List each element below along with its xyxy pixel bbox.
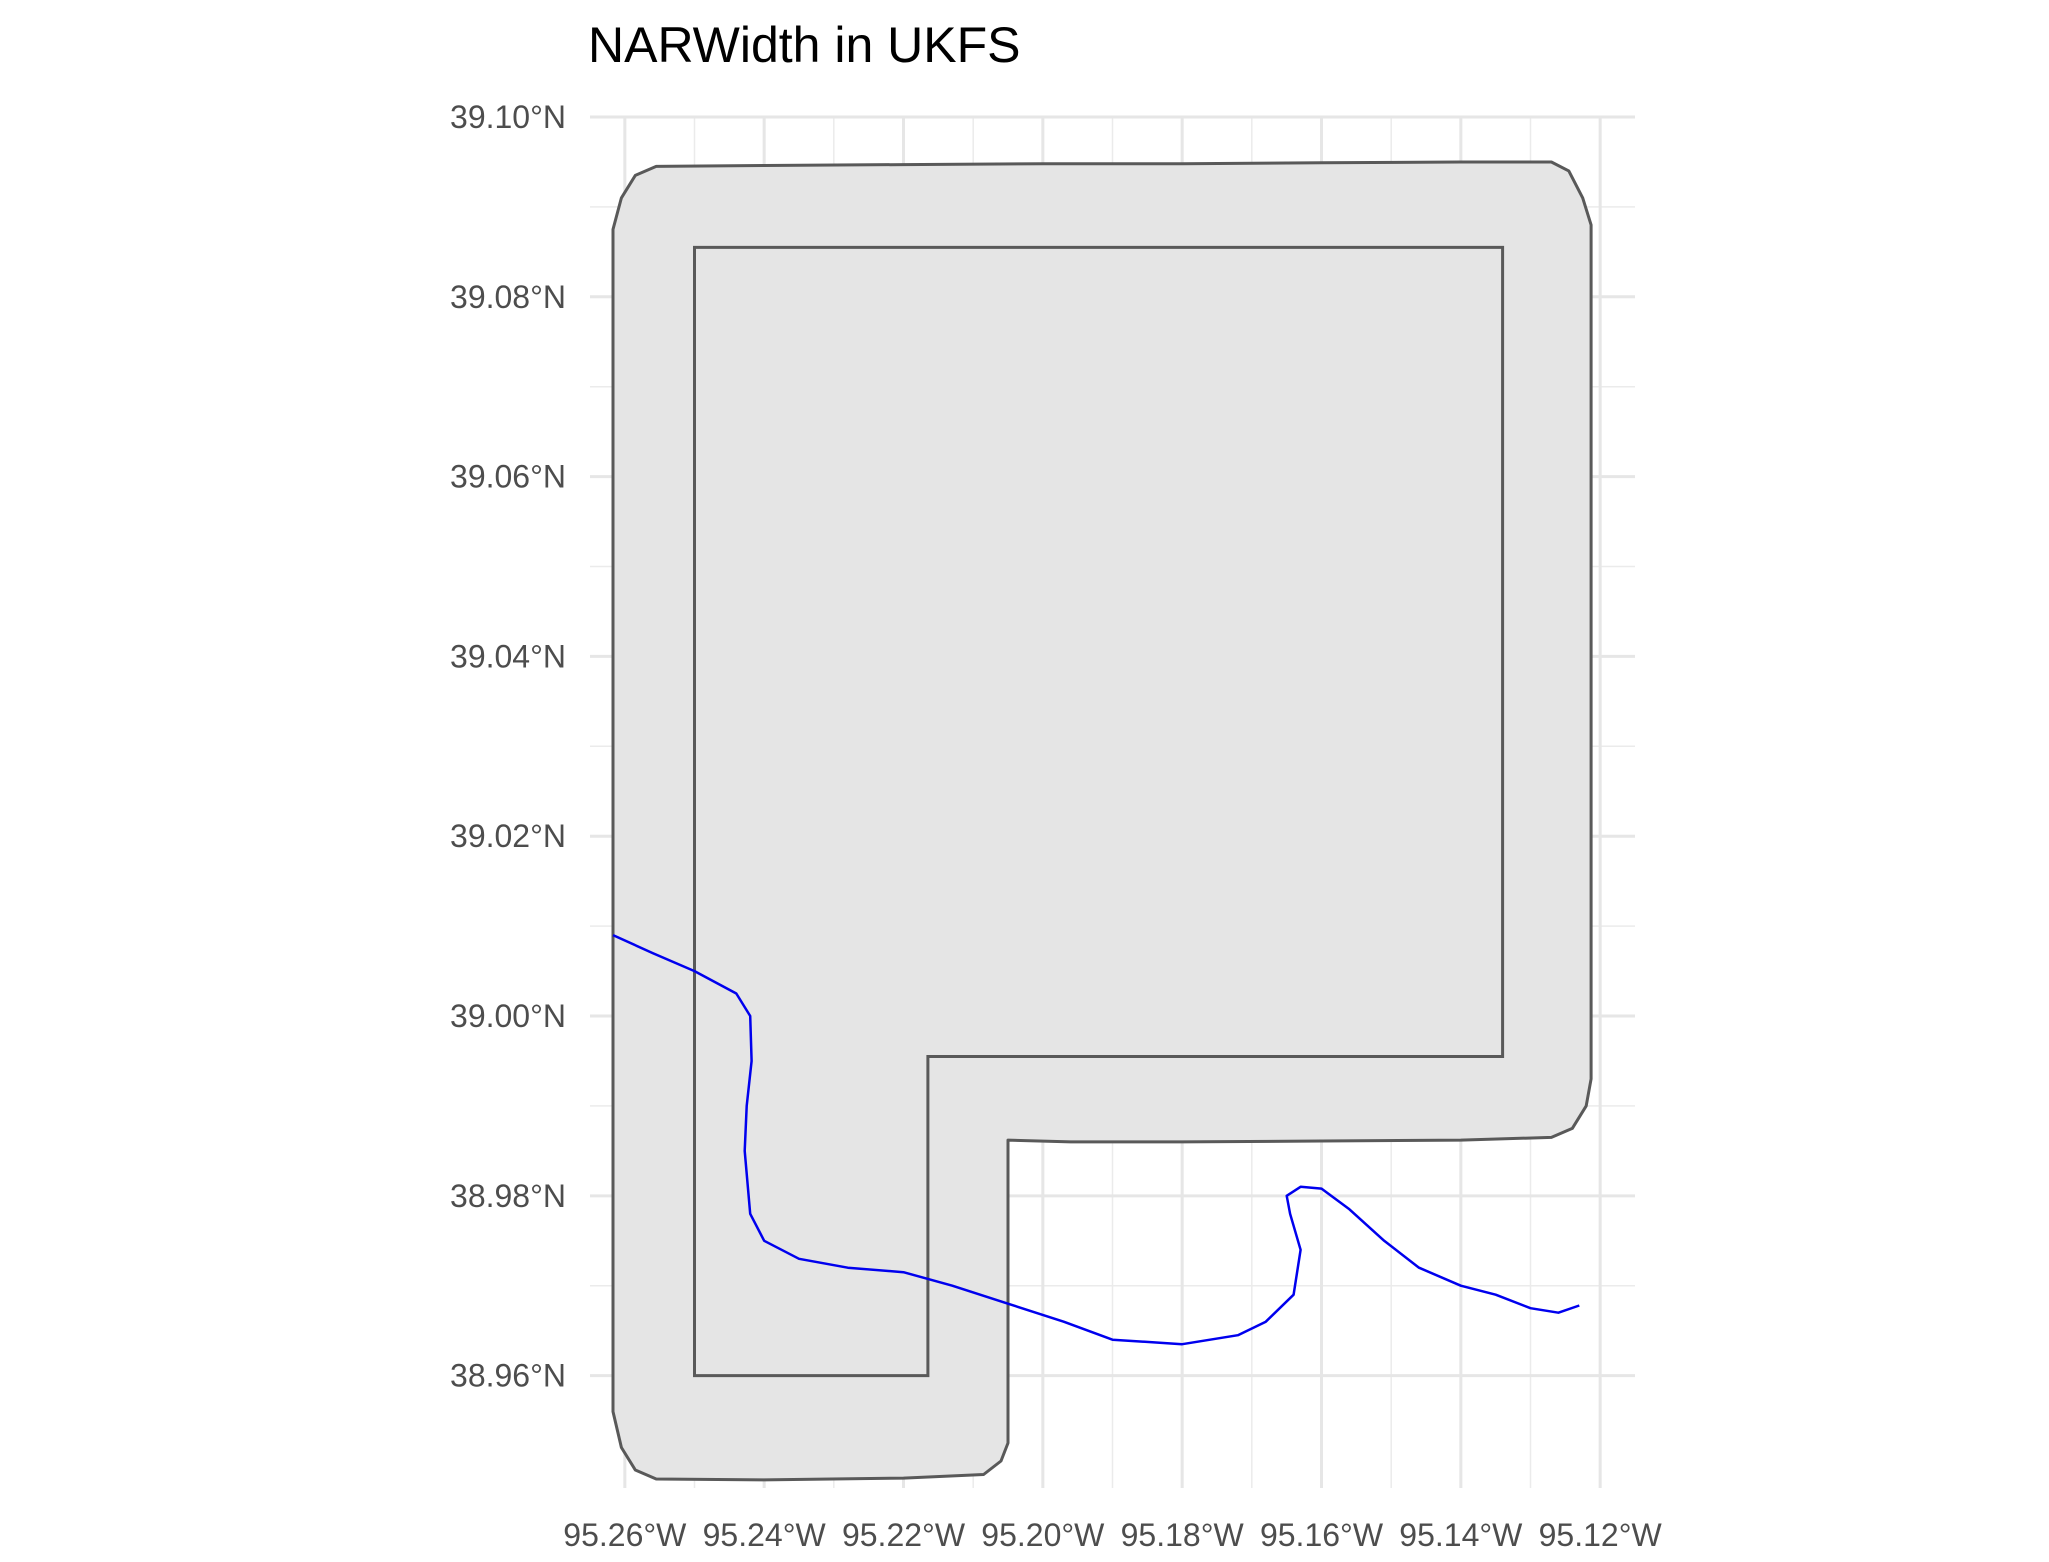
y-tick-label-1: 39.08°N: [450, 279, 566, 315]
x-tick-label-3: 95.20°W: [981, 1517, 1105, 1553]
x-tick-label-6: 95.14°W: [1399, 1517, 1523, 1553]
y-tick-label-7: 38.96°N: [450, 1358, 566, 1394]
x-tick-label-5: 95.16°W: [1260, 1517, 1384, 1553]
x-tick-label-4: 95.18°W: [1121, 1517, 1245, 1553]
chart-title: NARWidth in UKFS: [588, 17, 1021, 73]
x-tick-label-0: 95.26°W: [563, 1517, 687, 1553]
y-tick-label-3: 39.04°N: [450, 638, 566, 674]
tick-labels: 95.26°W 95.24°W 95.22°W 95.20°W 95.18°W 95.16…: [450, 99, 1662, 1553]
x-tick-label-7: 95.12°W: [1539, 1517, 1663, 1553]
y-tick-label-6: 38.98°N: [450, 1178, 566, 1214]
x-tick-label-1: 95.24°W: [703, 1517, 827, 1553]
river-lines: [612, 933, 1580, 1346]
polygons: [611, 160, 1593, 1482]
y-tick-label-4: 39.02°N: [450, 818, 566, 854]
y-tick-label-2: 39.06°N: [450, 459, 566, 495]
region-polygon: [693, 245, 1505, 1378]
x-tick-label-2: 95.22°W: [842, 1517, 966, 1553]
y-tick-label-5: 39.00°N: [450, 998, 566, 1034]
y-tick-label-0: 39.10°N: [450, 99, 566, 135]
river-line: [612, 933, 1580, 1346]
buffer-polygon: [611, 160, 1593, 1482]
